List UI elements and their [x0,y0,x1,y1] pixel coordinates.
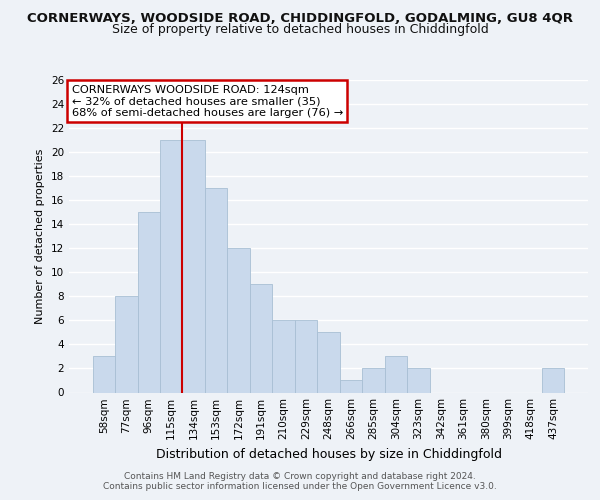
Bar [295,320,317,392]
Text: CORNERWAYS WOODSIDE ROAD: 124sqm
← 32% of detached houses are smaller (35)
68% o: CORNERWAYS WOODSIDE ROAD: 124sqm ← 32% o… [71,84,343,118]
Y-axis label: Number of detached properties: Number of detached properties [35,148,46,324]
Bar [407,368,430,392]
Bar [272,320,295,392]
Bar [227,248,250,392]
Text: Contains HM Land Registry data © Crown copyright and database right 2024.: Contains HM Land Registry data © Crown c… [124,472,476,481]
Bar [92,356,115,392]
Bar [115,296,137,392]
Bar [362,368,385,392]
Text: CORNERWAYS, WOODSIDE ROAD, CHIDDINGFOLD, GODALMING, GU8 4QR: CORNERWAYS, WOODSIDE ROAD, CHIDDINGFOLD,… [27,12,573,26]
Bar [250,284,272,393]
Bar [182,140,205,392]
Bar [340,380,362,392]
Text: Size of property relative to detached houses in Chiddingfold: Size of property relative to detached ho… [112,22,488,36]
Bar [205,188,227,392]
Bar [542,368,565,392]
Bar [385,356,407,392]
Bar [160,140,182,392]
Bar [137,212,160,392]
Text: Contains public sector information licensed under the Open Government Licence v3: Contains public sector information licen… [103,482,497,491]
Bar [317,332,340,392]
X-axis label: Distribution of detached houses by size in Chiddingfold: Distribution of detached houses by size … [155,448,502,461]
